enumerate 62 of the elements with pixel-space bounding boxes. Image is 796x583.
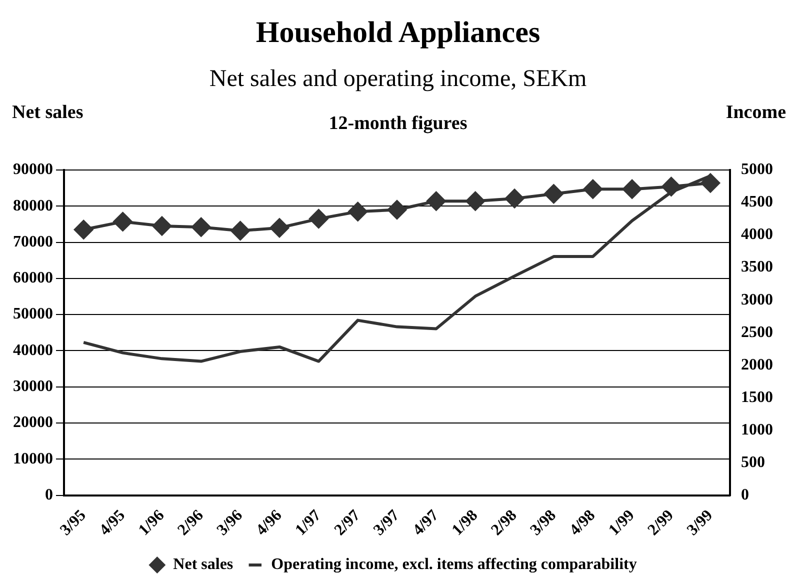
x-tick-label: 2/97: [331, 506, 364, 539]
y2-tick-label: 3000: [741, 291, 773, 308]
y2-tick-label: 4500: [741, 194, 773, 211]
x-tick-label: 2/96: [174, 506, 207, 539]
y-tick-label: 10000: [13, 450, 53, 468]
y2-axis-title: Income: [726, 102, 786, 124]
y-tick-label: 50000: [13, 306, 53, 323]
y-tick-label: 80000: [13, 197, 53, 214]
x-tick-label: 4/96: [253, 506, 286, 539]
chart-subtitle: Net sales and operating income, SEKm: [208, 66, 588, 93]
x-tick-label: 2/99: [644, 506, 677, 539]
y-tick-label: 90000: [13, 161, 53, 178]
point: [230, 221, 250, 240]
point: [426, 192, 446, 211]
point: [270, 218, 289, 238]
x-tick-label: 3/97: [370, 506, 403, 539]
x-tick-label: 4/95: [96, 506, 129, 539]
y-tick-label: 0: [45, 486, 53, 504]
y2-tick-label: 0: [741, 486, 749, 504]
point: [74, 220, 94, 240]
text: 12-month figures: [328, 113, 468, 134]
y-tick-label: 20000: [13, 414, 53, 432]
x-tick-label: 3/99: [684, 506, 716, 539]
y-axis-title: Net sales: [12, 102, 84, 124]
y2-tick-label: 1000: [741, 421, 773, 438]
point: [152, 216, 172, 236]
x-tick-label: 1/98: [448, 506, 482, 539]
legend-label: Operating income, excl. items affecting comparability: [271, 556, 637, 574]
point: [113, 212, 132, 232]
point: [348, 202, 368, 222]
y-tick-label: 70000: [13, 233, 53, 250]
point: [309, 209, 328, 228]
point: [544, 184, 564, 204]
point: [583, 180, 602, 199]
y2-tick-label: 5000: [741, 161, 773, 178]
x-tick-label: 1/96: [136, 506, 168, 539]
x-tick-label: 4/98: [566, 506, 599, 539]
point: [622, 180, 642, 199]
x-tick-label: 2/98: [488, 506, 520, 539]
y2-tick-label: 4000: [741, 226, 773, 244]
x-tick-label: 3/95: [57, 506, 90, 539]
legend-label: Net sales: [173, 556, 234, 574]
y2-tick-label: 500: [741, 454, 765, 471]
y-tick-label: 40000: [13, 342, 53, 359]
y2-tick-label: 3500: [741, 258, 773, 276]
point: [700, 174, 720, 193]
y2-tick-label: 1500: [741, 388, 773, 406]
x-tick-label: 1/97: [292, 506, 324, 539]
point: [388, 200, 406, 220]
y2-tick-label: 2500: [741, 324, 773, 341]
x-tick-label: 4/97: [410, 506, 442, 539]
point: [662, 177, 681, 196]
point: [466, 192, 485, 211]
point: [192, 218, 211, 237]
chart-title: Household Appliances: [254, 16, 542, 50]
x-tick-label: 3/96: [214, 506, 246, 539]
x-tick-label: 1/99: [606, 506, 638, 539]
y2-tick-label: 2000: [741, 356, 773, 374]
y-tick-label: 60000: [13, 270, 53, 287]
y-tick-label: 30000: [13, 378, 53, 396]
point: [505, 189, 524, 208]
x-tick-label: 3/98: [527, 506, 560, 539]
